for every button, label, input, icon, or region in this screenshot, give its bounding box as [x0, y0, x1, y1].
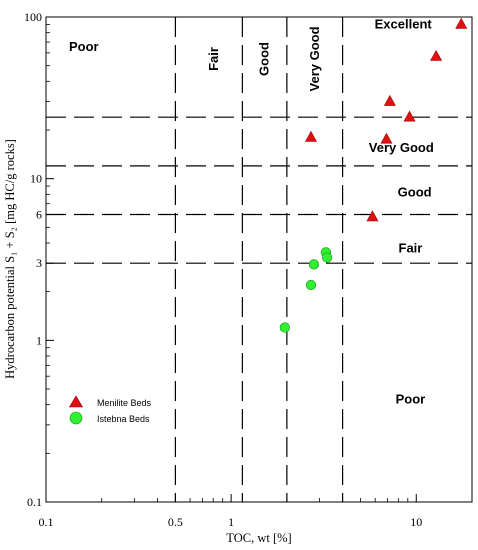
legend: Menilite Beds Istebna Beds [68, 395, 152, 425]
legend-label-istebna-beds: Istebna Beds [97, 414, 150, 424]
x-tick-label: 0.1 [39, 515, 54, 529]
zone-label-fair: Fair [206, 47, 221, 71]
x-tick-label: 10 [410, 515, 422, 529]
istebna-beds-point [322, 252, 333, 263]
legend-marker-menilite-beds [68, 395, 84, 408]
zone-label-fair: Fair [399, 240, 423, 255]
plot-background [46, 17, 472, 502]
istebna-beds-point [308, 259, 320, 270]
istebna-beds-point [305, 279, 317, 291]
zone-label-very-good: Very Good [369, 140, 434, 155]
tick-labels: 0.1 0.5 1 10 0.1 1 3 6 10 100 [24, 10, 422, 529]
zone-label-poor: Poor [396, 392, 426, 407]
zone-labels: Poor Fair Good Very Good Excellent Very Good G… [69, 16, 434, 406]
y-tick-label: 100 [24, 10, 42, 24]
legend-label-menilite-beds: Menilite Beds [97, 398, 152, 408]
zone-label-excellent: Excellent [375, 16, 433, 31]
x-tick-label: 0.5 [168, 515, 183, 529]
data-points [279, 17, 468, 333]
y-tick-label: 0.1 [27, 495, 42, 509]
menilite-beds-point [366, 210, 379, 222]
axis-ticks [45, 16, 473, 503]
menilite-beds-point [383, 94, 396, 106]
y-tick-label: 3 [36, 256, 42, 270]
y-axis-label: Hydrocarbon potential S₁ + S₂ [mg HC/g r… [3, 139, 17, 379]
istebna-beds-point [279, 322, 290, 333]
zone-label-poor: Poor [69, 39, 99, 54]
zone-label-very-good: Very Good [307, 26, 322, 91]
legend-marker-istebna-beds [69, 411, 83, 425]
x-tick-label: 1 [228, 515, 234, 529]
zone-label-good: Good [398, 185, 432, 200]
menilite-beds-point [380, 132, 393, 144]
menilite-beds-point [403, 110, 416, 122]
y-tick-label: 1 [36, 333, 42, 347]
x-axis-label: TOC, wt [%] [226, 531, 291, 545]
y-tick-label: 10 [30, 172, 42, 186]
boundary-lines [46, 17, 472, 502]
menilite-beds-point [304, 130, 318, 142]
y-tick-label: 6 [36, 208, 42, 222]
plot-frame [45, 16, 473, 503]
menilite-beds-point [455, 17, 468, 29]
menilite-beds-point [430, 49, 443, 61]
zone-label-good: Good [257, 42, 272, 76]
